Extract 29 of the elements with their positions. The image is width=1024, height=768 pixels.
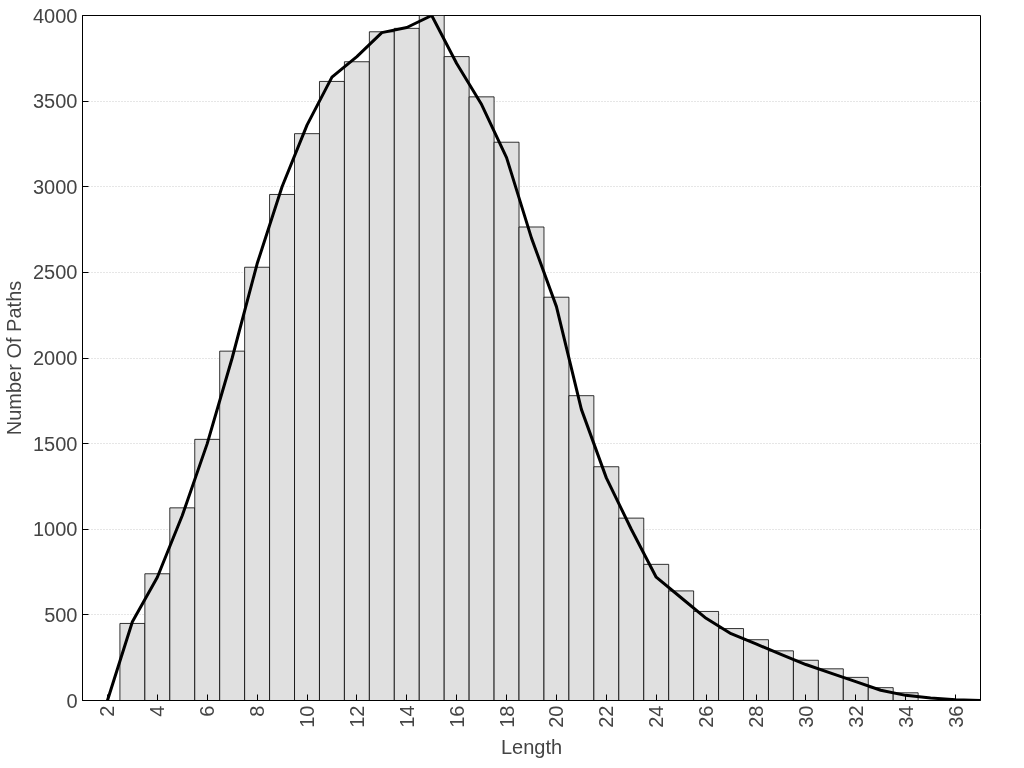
y-tick-label: 2500: [33, 261, 78, 284]
x-tick-label: 22: [595, 705, 618, 728]
x-tick-label: 16: [445, 705, 468, 728]
x-tick-label: 2: [96, 705, 119, 717]
y-tick-label: 3500: [33, 90, 78, 113]
x-tick-label: 18: [495, 705, 518, 728]
x-tick-label: 32: [844, 705, 867, 728]
x-tick-label: 28: [745, 705, 767, 728]
y-tick-label: 3000: [33, 175, 78, 198]
y-tick-label: 500: [44, 603, 78, 626]
y-tick-label: 2000: [33, 347, 78, 369]
x-tick-label: 36: [944, 705, 967, 728]
x-tick-label: 24: [645, 705, 668, 728]
y-tick-label: 1500: [33, 432, 78, 455]
x-tick-label: 4: [146, 705, 169, 717]
x-tick-label: 20: [545, 705, 568, 728]
x-tick-label: 10: [296, 705, 318, 728]
x-tick-label: 34: [894, 705, 917, 728]
x-tick-label: 14: [395, 705, 418, 728]
x-tick-label: 26: [695, 705, 718, 728]
y-axis-title: Number Of Paths: [3, 280, 26, 436]
y-tick-label: 4000: [33, 4, 78, 27]
y-tick-label: 0: [66, 689, 78, 712]
y-tick-label: 1000: [33, 518, 78, 541]
x-tick-label: 6: [196, 705, 219, 717]
x-tick-label: 12: [345, 705, 368, 728]
x-axis-title: Length: [500, 735, 563, 758]
x-tick-label: 8: [246, 705, 269, 717]
x-tick-label: 30: [794, 705, 817, 728]
